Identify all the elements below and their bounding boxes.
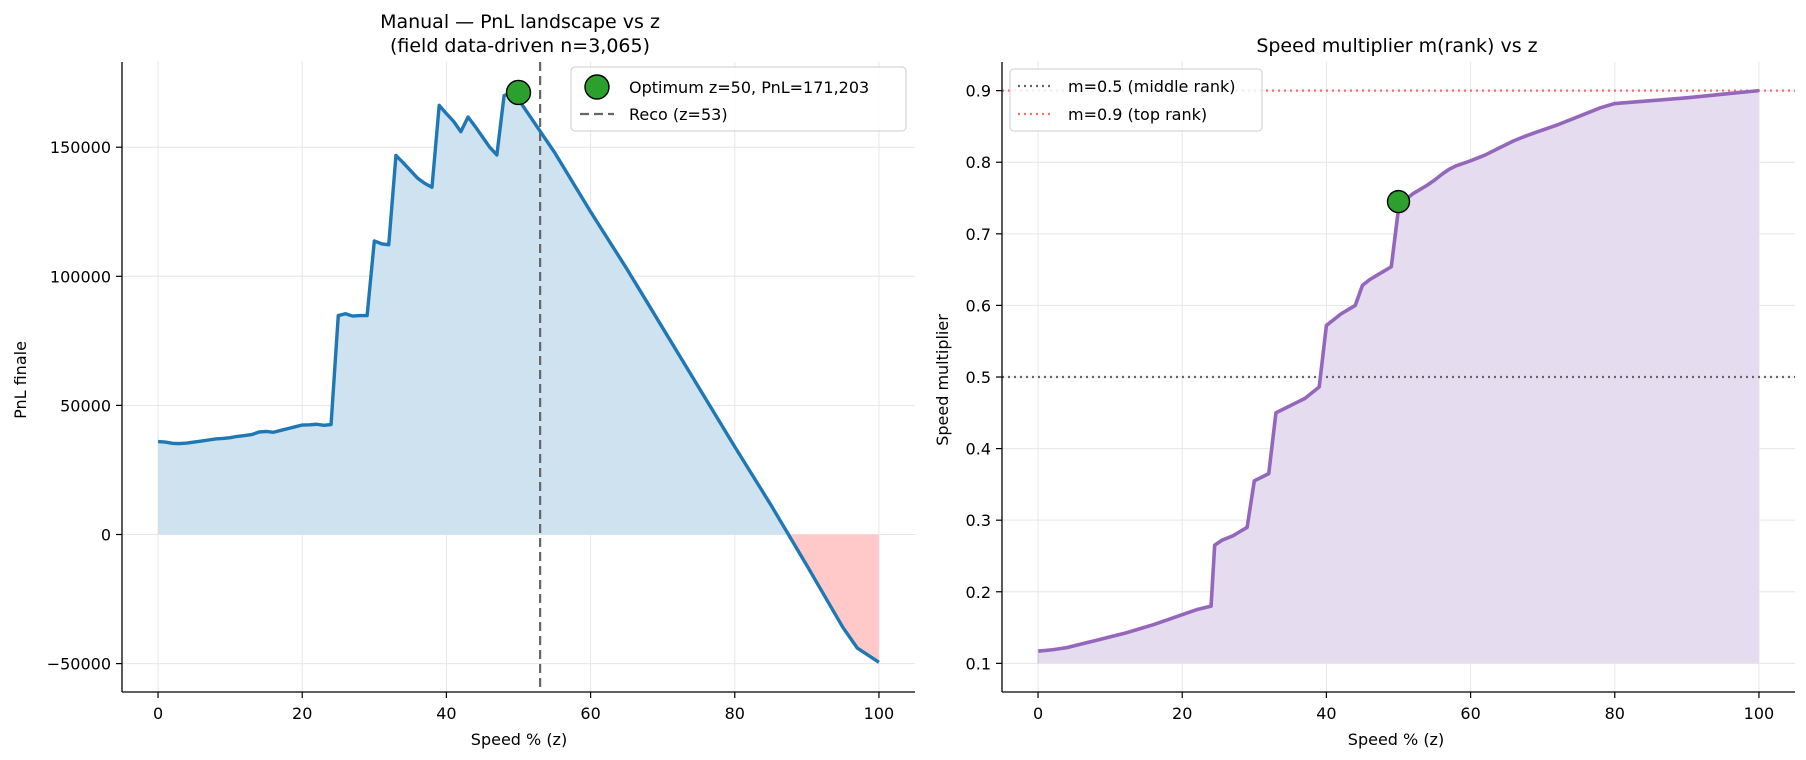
multiplier-axes: [996, 62, 1795, 698]
x-tick-label: 80: [725, 704, 745, 723]
legend-top-label: m=0.9 (top rank): [1068, 105, 1207, 124]
y-tick-label: 0.1: [966, 654, 991, 673]
y-tick-label: 0.4: [966, 440, 991, 459]
x-tick-label: 20: [292, 704, 312, 723]
pnl-axes: [116, 62, 915, 698]
legend-optimum-marker: [584, 74, 610, 100]
pnl-legend: Optimum z=50, PnL=171,203 Reco (z=53): [570, 66, 907, 132]
x-tick-label: 40: [1316, 704, 1336, 723]
multiplier-legend-box: [1009, 68, 1263, 132]
x-tick-label: 40: [436, 704, 456, 723]
pnl-chart-subtitle: (field data-driven n=3,065): [390, 35, 650, 57]
legend-middle-label: m=0.5 (middle rank): [1068, 77, 1236, 96]
multiplier-highlight-point: [1386, 189, 1411, 214]
y-tick-label: 50000: [60, 396, 111, 415]
y-tick-label: 0: [101, 526, 111, 545]
multiplier-series-line: [1037, 88, 1760, 653]
pnl-series-line: [157, 91, 880, 664]
negative-pnl-area: [788, 534, 879, 663]
y-tick-label: 0.7: [966, 225, 991, 244]
pnl-x-axis-label: Speed % (z): [471, 730, 567, 749]
multiplier-tick-labels: 0 20 40 60 80 100 0.1 0.2 0.3 0.4 0.5 0.6 0.7 0.8 0.9: [966, 82, 1775, 723]
multiplier-legend: m=0.5 (middle rank) m=0.9 (top rank): [1009, 68, 1263, 132]
x-tick-label: 0: [153, 704, 163, 723]
y-tick-label: 0.9: [966, 82, 991, 101]
pnl-chart-title: Manual — PnL landscape vs z: [380, 11, 660, 33]
x-tick-label: 80: [1605, 704, 1625, 723]
multiplier-chart-panel: 0 20 40 60 80 1000.10.20.30.40.50.60.70.80.9 …: [933, 35, 1795, 749]
multiplier-x-axis-label: Speed % (z): [1348, 730, 1444, 749]
y-tick-label: 0.8: [966, 153, 991, 172]
legend-reco-label: Reco (z=53): [629, 105, 728, 124]
pnl-chart-panel: 0 20 40 60 80 100 −50000 0 50000 100000 150000 Man…: [11, 11, 915, 749]
multiplier-chart-title: Speed multiplier m(rank) vs z: [1256, 35, 1537, 57]
y-tick-label: 100000: [50, 267, 111, 286]
pnl-legend-box: [570, 66, 907, 132]
x-tick-label: 100: [1744, 704, 1775, 723]
x-tick-label: 60: [580, 704, 600, 723]
y-tick-label: 0.6: [966, 296, 991, 315]
x-tick-label: 60: [1460, 704, 1480, 723]
optimum-point: [505, 79, 532, 106]
y-tick-label: 150000: [50, 138, 111, 157]
pnl-y-axis-label: PnL finale: [11, 341, 30, 419]
pnl-fills: [158, 92, 879, 663]
y-tick-label: −50000: [47, 655, 111, 674]
y-tick-label: 0.2: [966, 583, 991, 602]
y-tick-label: 0.3: [966, 511, 991, 530]
x-tick-label: 0: [1033, 704, 1043, 723]
x-tick-label: 20: [1172, 704, 1192, 723]
y-tick-label: 0.5: [966, 368, 991, 387]
positive-pnl-area: [158, 92, 789, 535]
multiplier-y-axis-label: Speed multiplier: [933, 314, 952, 446]
legend-optimum-label: Optimum z=50, PnL=171,203: [629, 78, 869, 97]
pnl-tick-labels: 0 20 40 60 80 100 −50000 0 50000 100000 150000: [47, 138, 895, 723]
x-tick-label: 100: [864, 704, 895, 723]
